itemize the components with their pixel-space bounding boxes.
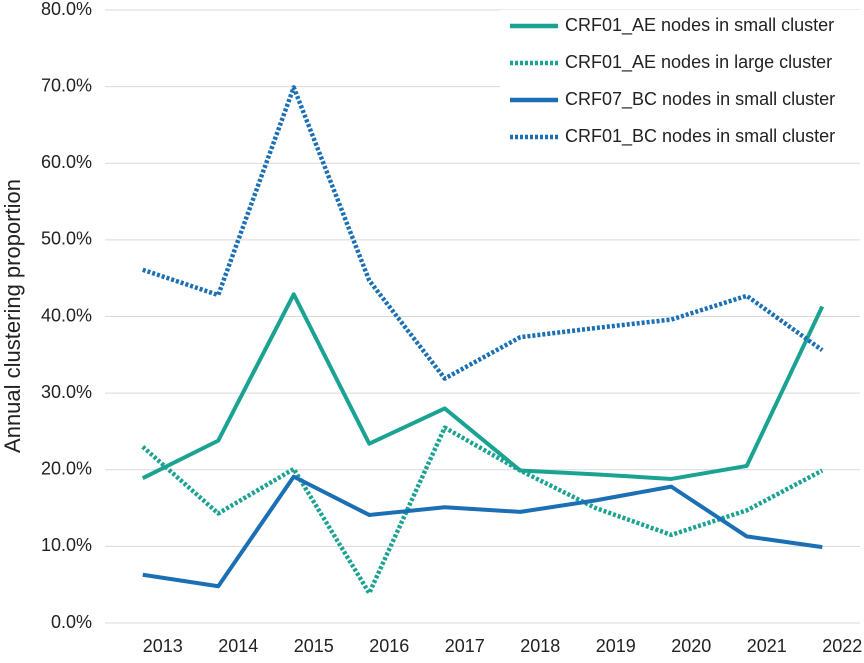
x-tick-label: 2015	[294, 636, 334, 656]
y-tick-label: 50.0%	[41, 229, 92, 249]
legend-label: CRF07_BC nodes in small cluster	[565, 89, 835, 110]
y-tick-label: 10.0%	[41, 535, 92, 555]
legend-label: CRF01_AE nodes in large cluster	[565, 52, 832, 73]
x-tick-label: 2022	[822, 636, 862, 656]
x-tick-label: 2013	[143, 636, 183, 656]
y-tick-label: 20.0%	[41, 459, 92, 479]
series-line	[141, 292, 825, 481]
x-tick-label: 2020	[671, 636, 711, 656]
y-tick-label: 70.0%	[41, 75, 92, 95]
y-tick-label: 80.0%	[41, 0, 92, 19]
x-tick-label: 2018	[520, 636, 560, 656]
x-tick-label: 2016	[369, 636, 409, 656]
x-tick-label: 2019	[596, 636, 636, 656]
legend-label: CRF01_BC nodes in small cluster	[565, 126, 835, 147]
x-tick-label: 2014	[218, 636, 258, 656]
x-tick-label: 2017	[445, 636, 485, 656]
legend-bg	[500, 10, 862, 42]
series-line	[142, 85, 824, 381]
x-tick-label: 2021	[747, 636, 787, 656]
y-axis-label: Annual clustering proportion	[0, 179, 25, 453]
legend-bg	[500, 84, 862, 116]
y-tick-label: 0.0%	[51, 612, 92, 632]
y-tick-label: 40.0%	[41, 305, 92, 325]
y-tick-label: 30.0%	[41, 382, 92, 402]
legend-bg	[500, 47, 862, 79]
legend-bg	[500, 121, 862, 153]
legend-label: CRF01_AE nodes in small cluster	[565, 15, 834, 36]
series-line	[142, 474, 823, 589]
y-tick-label: 60.0%	[41, 152, 92, 172]
series-line	[141, 425, 824, 596]
